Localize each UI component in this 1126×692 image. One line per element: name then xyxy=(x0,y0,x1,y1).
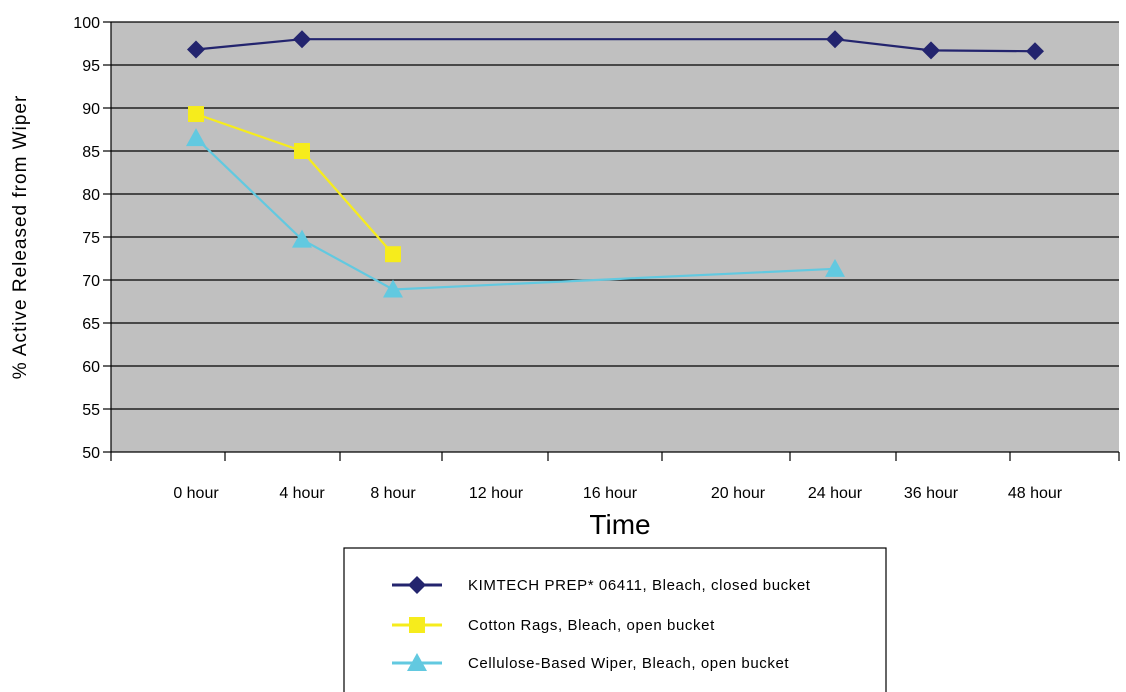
legend-marker xyxy=(408,576,426,594)
x-axis-title: Time xyxy=(589,509,650,540)
y-tick-label: 90 xyxy=(82,101,100,118)
x-tick-label: 36 hour xyxy=(904,485,959,502)
legend-box xyxy=(343,547,887,692)
y-tick-label: 50 xyxy=(82,445,100,462)
series-line xyxy=(195,137,836,291)
legend-marker xyxy=(407,653,427,671)
legend-item: KIMTECH PREP* 06411, Bleach, closed buck… xyxy=(392,576,811,594)
y-tick-label: 100 xyxy=(73,15,100,32)
data-point xyxy=(922,41,940,60)
data-point xyxy=(1026,42,1044,61)
legend-item: Cotton Rags, Bleach, open bucket xyxy=(392,617,715,634)
x-tick-label: 0 hour xyxy=(173,485,219,502)
series-1 xyxy=(187,30,1044,61)
y-tick-label: 95 xyxy=(82,58,100,75)
gridlines xyxy=(111,21,1119,410)
data-point xyxy=(825,258,845,277)
legend: KIMTECH PREP* 06411, Bleach, closed buck… xyxy=(392,576,811,672)
x-tick-label: 48 hour xyxy=(1008,485,1063,502)
data-point xyxy=(186,128,206,147)
y-tick-label: 80 xyxy=(82,187,100,204)
legend-label: Cellulose-Based Wiper, Bleach, open buck… xyxy=(468,655,789,672)
series-2 xyxy=(188,106,401,263)
y-tick-label: 65 xyxy=(82,316,100,333)
y-axis-title: % Active Released from Wiper xyxy=(10,95,31,380)
data-point xyxy=(385,246,401,263)
x-tick-label: 4 hour xyxy=(279,485,325,502)
legend-item: Cellulose-Based Wiper, Bleach, open buck… xyxy=(392,653,789,672)
x-tick-label: 20 hour xyxy=(711,485,766,502)
data-point xyxy=(188,106,204,123)
legend-marker xyxy=(409,617,425,633)
y-tick-label: 70 xyxy=(82,273,100,290)
series-3 xyxy=(186,128,845,298)
y-tick-label: 55 xyxy=(82,402,100,419)
legend-label: Cotton Rags, Bleach, open bucket xyxy=(468,617,715,634)
x-axis-ticks: 0 hour 4 hour 8 hour 12 hour 16 hour 20 hour 2… xyxy=(110,452,1120,502)
x-tick-label: 8 hour xyxy=(370,485,416,502)
data-point xyxy=(187,40,205,59)
data-point xyxy=(293,30,311,49)
series-group xyxy=(186,30,1044,298)
y-tick-label: 85 xyxy=(82,144,100,161)
y-tick-label: 60 xyxy=(82,359,100,376)
y-axis-ticks: 50 55 60 65 70 75 80 85 90 95 100 xyxy=(73,15,111,462)
x-tick-label: 16 hour xyxy=(583,485,638,502)
legend-label: KIMTECH PREP* 06411, Bleach, closed buck… xyxy=(468,577,811,594)
x-tick-label: 24 hour xyxy=(808,485,863,502)
data-point xyxy=(383,279,403,298)
data-point xyxy=(294,143,310,159)
data-point xyxy=(292,229,312,248)
x-tick-label: 12 hour xyxy=(469,485,524,502)
data-point xyxy=(826,30,844,49)
y-tick-label: 75 xyxy=(82,230,100,247)
